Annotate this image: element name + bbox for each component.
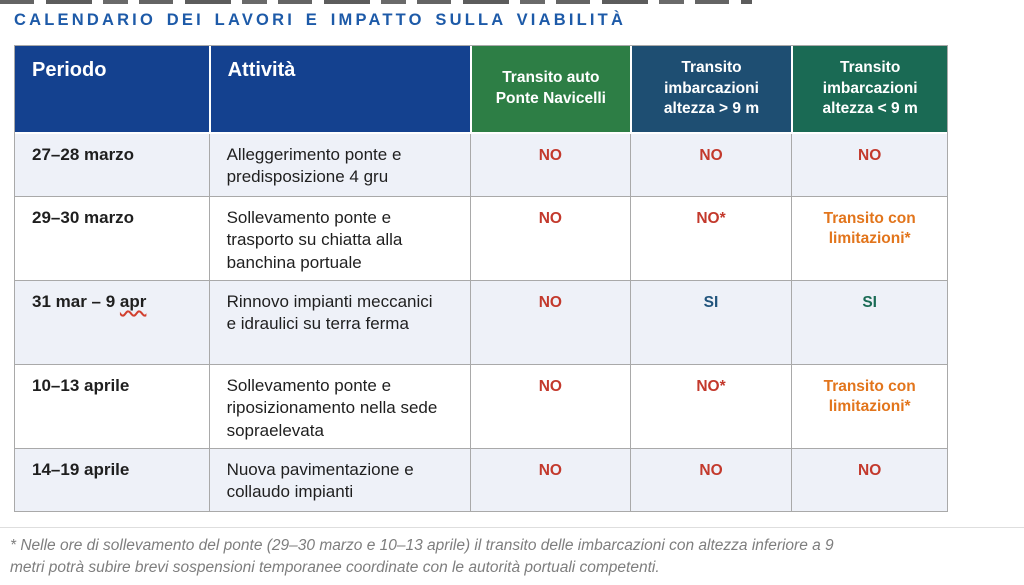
footnote-divider [0, 527, 1024, 528]
table-header-row: Periodo Attività Transito auto Ponte Nav… [15, 46, 947, 134]
column-header-transito-over-9m: Transito imbarcazioni altezza > 9 m [629, 46, 792, 132]
status-cell-boats-over-9m: NO [629, 134, 792, 196]
page-title: CALENDARIO DEI LAVORI E IMPATTO SULLA VI… [14, 11, 627, 29]
activity-cell: Nuova pavimentazione e collaudo impianti [208, 449, 470, 511]
table-row: 27–28 marzo Alleggerimento ponte e predi… [15, 134, 947, 196]
column-header-periodo: Periodo [15, 46, 209, 132]
table-row: 29–30 marzo Sollevamento ponte e traspor… [15, 196, 947, 280]
table-row: 31 mar – 9 apr Rinnovo impianti meccanic… [15, 280, 947, 364]
status-cell-boats-over-9m: NO* [629, 365, 792, 448]
status-cell-boats-over-9m: SI [629, 281, 792, 364]
period-cell: 31 mar – 9 apr [15, 281, 209, 364]
column-header-attivita: Attività [208, 46, 471, 132]
column-header-transito-under-9m: Transito imbarcazioni altezza < 9 m [791, 46, 947, 132]
status-cell-auto: NO [470, 197, 630, 280]
status-cell-auto: NO [470, 281, 630, 364]
period-cell: 14–19 aprile [32, 460, 130, 479]
status-cell-boats-under-9m: Transito con limitazioni* [791, 197, 947, 280]
status-cell-boats-under-9m: SI [791, 281, 947, 364]
column-header-transito-auto: Transito auto Ponte Navicelli [470, 46, 630, 132]
status-cell-auto: NO [470, 449, 630, 511]
activity-cell: Sollevamento ponte e riposizionamento ne… [208, 365, 470, 448]
table-row: 14–19 aprile Nuova pavimentazione e coll… [15, 448, 947, 511]
spellcheck-squiggle-word: apr [119, 292, 147, 311]
works-calendar-table: Periodo Attività Transito auto Ponte Nav… [14, 45, 948, 512]
status-cell-auto: NO [470, 365, 630, 448]
period-cell: 10–13 aprile [32, 376, 130, 395]
activity-cell: Rinnovo impianti meccanici e idraulici s… [208, 281, 470, 364]
status-cell-auto: NO [470, 134, 630, 196]
status-cell-boats-over-9m: NO* [629, 197, 792, 280]
status-cell-boats-under-9m: NO [791, 449, 947, 511]
clipped-text-remnant [0, 0, 752, 4]
footnote-text: * Nelle ore di sollevamento del ponte (2… [10, 537, 834, 577]
period-cell: 29–30 marzo [32, 208, 135, 227]
period-text: 31 mar – 9 [32, 292, 116, 311]
period-cell: 27–28 marzo [32, 145, 135, 164]
table-row: 10–13 aprile Sollevamento ponte e riposi… [15, 364, 947, 448]
status-cell-boats-under-9m: NO [791, 134, 947, 196]
status-cell-boats-over-9m: NO [629, 449, 792, 511]
status-cell-boats-under-9m: Transito con limitazioni* [791, 365, 947, 448]
activity-cell: Alleggerimento ponte e predisposizione 4… [208, 134, 470, 196]
activity-cell: Sollevamento ponte e trasporto su chiatt… [208, 197, 470, 280]
